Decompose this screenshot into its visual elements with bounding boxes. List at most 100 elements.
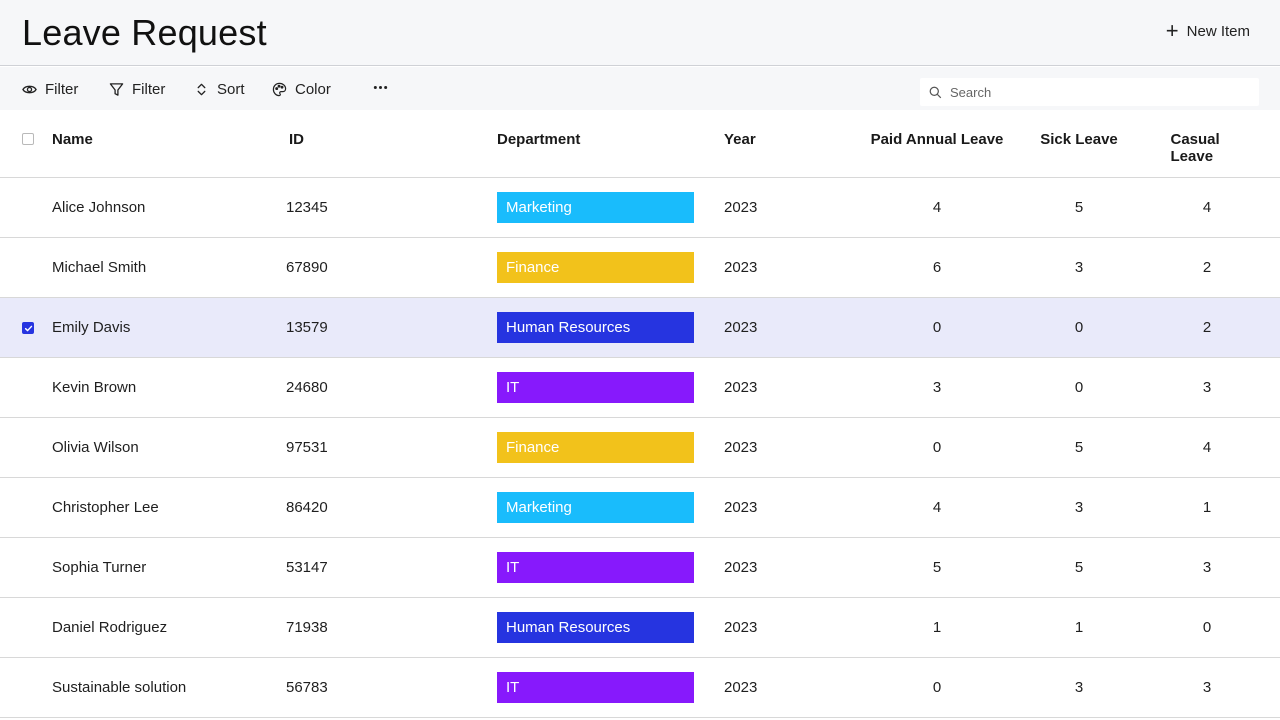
cell-sick-leave: 3 (1074, 679, 1084, 696)
cell-casual-leave: 3 (1202, 679, 1212, 696)
cell-name: Alice Johnson (52, 199, 146, 216)
cell-sick-leave: 5 (1074, 199, 1084, 216)
search-input[interactable] (950, 84, 1250, 100)
cell-year: 2023 (724, 379, 758, 396)
table-row[interactable]: Alice Johnson 12345 Marketing 2023 4 5 4 (0, 178, 1280, 238)
department-tag: Human Resources (497, 612, 694, 643)
cell-sick-leave: 5 (1074, 439, 1084, 456)
column-header-department[interactable]: Department (497, 131, 581, 148)
cell-id: 13579 (286, 319, 328, 336)
cell-paid-annual-leave: 5 (932, 559, 942, 576)
table-row[interactable]: Olivia Wilson 97531 Finance 2023 0 5 4 (0, 418, 1280, 478)
department-tag: Marketing (497, 492, 694, 523)
table-row[interactable]: Sophia Turner 53147 IT 2023 5 5 3 (0, 538, 1280, 598)
palette-icon (272, 82, 287, 97)
filter-label: Filter (132, 81, 166, 98)
table-row[interactable]: Michael Smith 67890 Finance 2023 6 3 2 (0, 238, 1280, 298)
table-row[interactable]: Christopher Lee 86420 Marketing 2023 4 3 1 (0, 478, 1280, 538)
search-icon (929, 86, 942, 98)
toolbar: Filter Filter Sort Color (0, 67, 1280, 110)
select-all-checkbox[interactable] (22, 133, 34, 145)
department-tag: IT (497, 372, 694, 403)
view-filter-button[interactable]: Filter (22, 81, 78, 98)
column-header-year[interactable]: Year (724, 131, 756, 148)
department-tag: Finance (497, 432, 694, 463)
cell-sick-leave: 0 (1074, 379, 1084, 396)
cell-id: 71938 (286, 619, 328, 636)
table-row[interactable]: Daniel Rodriguez 71938 Human Resources 2023… (0, 598, 1280, 658)
more-options-button[interactable] (373, 80, 388, 95)
cell-sick-leave: 0 (1074, 319, 1084, 336)
cell-year: 2023 (724, 499, 758, 516)
cell-casual-leave: 1 (1202, 499, 1212, 516)
cell-casual-leave: 4 (1202, 439, 1212, 456)
more-horizontal-icon (373, 86, 388, 89)
sort-icon (197, 83, 206, 96)
cell-year: 2023 (724, 439, 758, 456)
page-title: Leave Request (22, 12, 267, 53)
cell-name: Daniel Rodriguez (52, 619, 168, 636)
filter-button[interactable]: Filter (109, 81, 165, 98)
cell-year: 2023 (724, 319, 758, 336)
funnel-icon (109, 83, 124, 96)
department-tag: Marketing (497, 192, 694, 223)
column-header-casual-leave[interactable]: Casual Leave (1170, 131, 1220, 165)
color-label: Color (295, 81, 331, 98)
cell-paid-annual-leave: 4 (932, 199, 942, 216)
column-header-paid-annual-leave[interactable]: Paid Annual Leave (870, 131, 1004, 148)
cell-id: 53147 (286, 559, 328, 576)
cell-name: Olivia Wilson (52, 439, 139, 456)
new-item-label: New Item (1186, 22, 1250, 40)
column-header-id[interactable]: ID (289, 131, 304, 148)
sort-button[interactable]: Sort (194, 81, 245, 98)
sort-label: Sort (217, 81, 245, 98)
table-header: Name ID Department Year Paid Annual Leav… (0, 110, 1280, 178)
cell-paid-annual-leave: 0 (932, 319, 942, 336)
department-tag: IT (497, 552, 694, 583)
cell-paid-annual-leave: 4 (932, 499, 942, 516)
cell-id: 67890 (286, 259, 328, 276)
cell-paid-annual-leave: 0 (932, 679, 942, 696)
page-header: Leave Request + New Item (0, 0, 1280, 66)
cell-sick-leave: 5 (1074, 559, 1084, 576)
cell-name: Emily Davis (52, 319, 131, 336)
department-tag: Human Resources (497, 312, 694, 343)
color-button[interactable]: Color (272, 81, 331, 98)
cell-name: Sophia Turner (52, 559, 147, 576)
department-tag: IT (497, 672, 694, 703)
cell-paid-annual-leave: 0 (932, 439, 942, 456)
column-header-name[interactable]: Name (52, 131, 93, 148)
department-tag: Finance (497, 252, 694, 283)
cell-id: 12345 (286, 199, 328, 216)
leave-table: Name ID Department Year Paid Annual Leav… (0, 110, 1280, 718)
cell-sick-leave: 3 (1074, 259, 1084, 276)
cell-name: Christopher Lee (52, 499, 159, 516)
table-row[interactable]: Emily Davis 13579 Human Resources 2023 0 0 2 (0, 298, 1280, 358)
column-header-sick-leave[interactable]: Sick Leave (1040, 131, 1118, 148)
view-filter-label: Filter (45, 81, 79, 98)
cell-casual-leave: 3 (1202, 379, 1212, 396)
cell-year: 2023 (724, 679, 758, 696)
cell-casual-leave: 0 (1202, 619, 1212, 636)
table-row[interactable]: Sustainable solution 56783 IT 2023 0 3 3 (0, 658, 1280, 718)
cell-name: Kevin Brown (52, 379, 137, 396)
cell-id: 24680 (286, 379, 328, 396)
cell-paid-annual-leave: 6 (932, 259, 942, 276)
table-body: Alice Johnson 12345 Marketing 2023 4 5 4 Michae… (0, 178, 1280, 718)
cell-casual-leave: 3 (1202, 559, 1212, 576)
cell-year: 2023 (724, 619, 758, 636)
new-item-button[interactable]: + New Item (1166, 20, 1250, 42)
cell-id: 97531 (286, 439, 328, 456)
cell-id: 56783 (286, 679, 328, 696)
cell-paid-annual-leave: 1 (932, 619, 942, 636)
cell-name: Sustainable solution (52, 679, 187, 696)
cell-paid-annual-leave: 3 (932, 379, 942, 396)
cell-sick-leave: 3 (1074, 499, 1084, 516)
cell-id: 86420 (286, 499, 328, 516)
check-icon (24, 325, 33, 332)
row-checkbox[interactable] (22, 322, 34, 334)
cell-casual-leave: 4 (1202, 199, 1212, 216)
cell-casual-leave: 2 (1202, 259, 1212, 276)
table-row[interactable]: Kevin Brown 24680 IT 2023 3 0 3 (0, 358, 1280, 418)
search-box (920, 78, 1259, 106)
